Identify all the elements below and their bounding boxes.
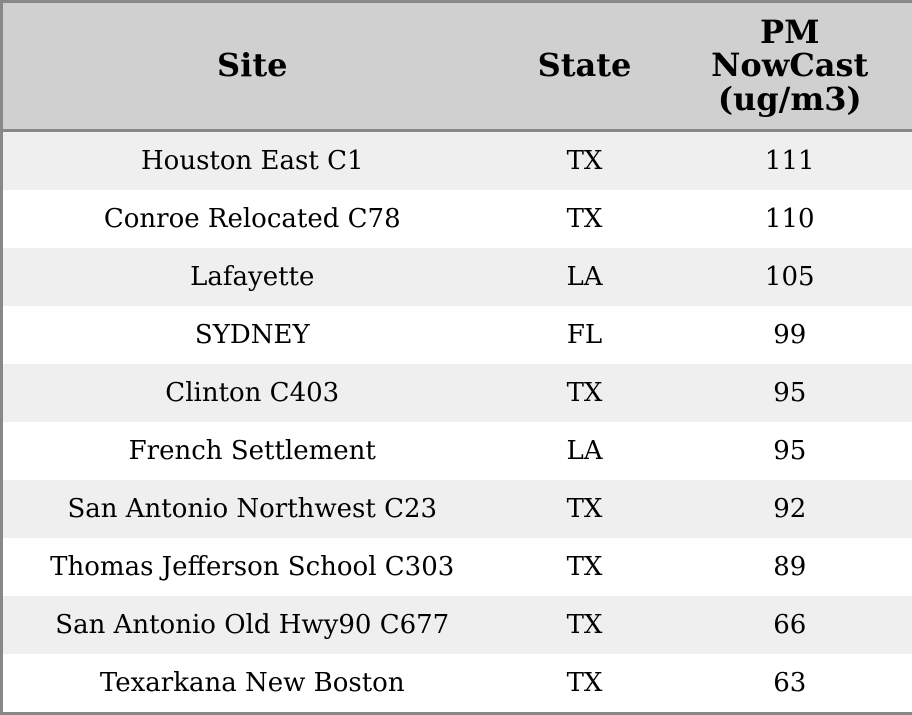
- table-cell: TX: [502, 364, 668, 422]
- table-cell: Clinton C403: [2, 364, 502, 422]
- table-cell: Houston East C1: [2, 131, 502, 191]
- table-cell: Texarkana New Boston: [2, 654, 502, 714]
- table-cell: Thomas Jefferson School C303: [2, 538, 502, 596]
- table-cell: TX: [502, 654, 668, 714]
- table-cell: LA: [502, 422, 668, 480]
- table-cell: TX: [502, 596, 668, 654]
- table-cell: TX: [502, 190, 668, 248]
- table-cell: 89: [668, 538, 912, 596]
- header-text: State: [538, 49, 632, 83]
- table-cell: French Settlement: [2, 422, 502, 480]
- header-cell: Site: [2, 2, 502, 131]
- table-cell: 95: [668, 422, 912, 480]
- header-text: PM NowCast (ug/m3): [695, 16, 885, 117]
- table-cell: SYDNEY: [2, 306, 502, 364]
- header-text: Site: [217, 49, 287, 83]
- header-row: Site State PM NowCast (ug/m3): [2, 2, 912, 131]
- table-cell: TX: [502, 538, 668, 596]
- header-cell: State: [502, 2, 668, 131]
- table-cell: LA: [502, 248, 668, 306]
- header-cell: PM NowCast (ug/m3): [668, 2, 912, 131]
- table-cell: 110: [668, 190, 912, 248]
- table-cell: 63: [668, 654, 912, 714]
- table-cell: TX: [502, 131, 668, 191]
- table-cell: 111: [668, 131, 912, 191]
- table-cell: San Antonio Old Hwy90 C677: [2, 596, 502, 654]
- table-cell: 92: [668, 480, 912, 538]
- table-cell: 95: [668, 364, 912, 422]
- table-cell: Conroe Relocated C78: [2, 190, 502, 248]
- table-cell: 66: [668, 596, 912, 654]
- table-cell: FL: [502, 306, 668, 364]
- table-cell: San Antonio Northwest C23: [2, 480, 502, 538]
- table-cell: Lafayette: [2, 248, 502, 306]
- table-cell: 99: [668, 306, 912, 364]
- table-cell: 105: [668, 248, 912, 306]
- table-cell: TX: [502, 480, 668, 538]
